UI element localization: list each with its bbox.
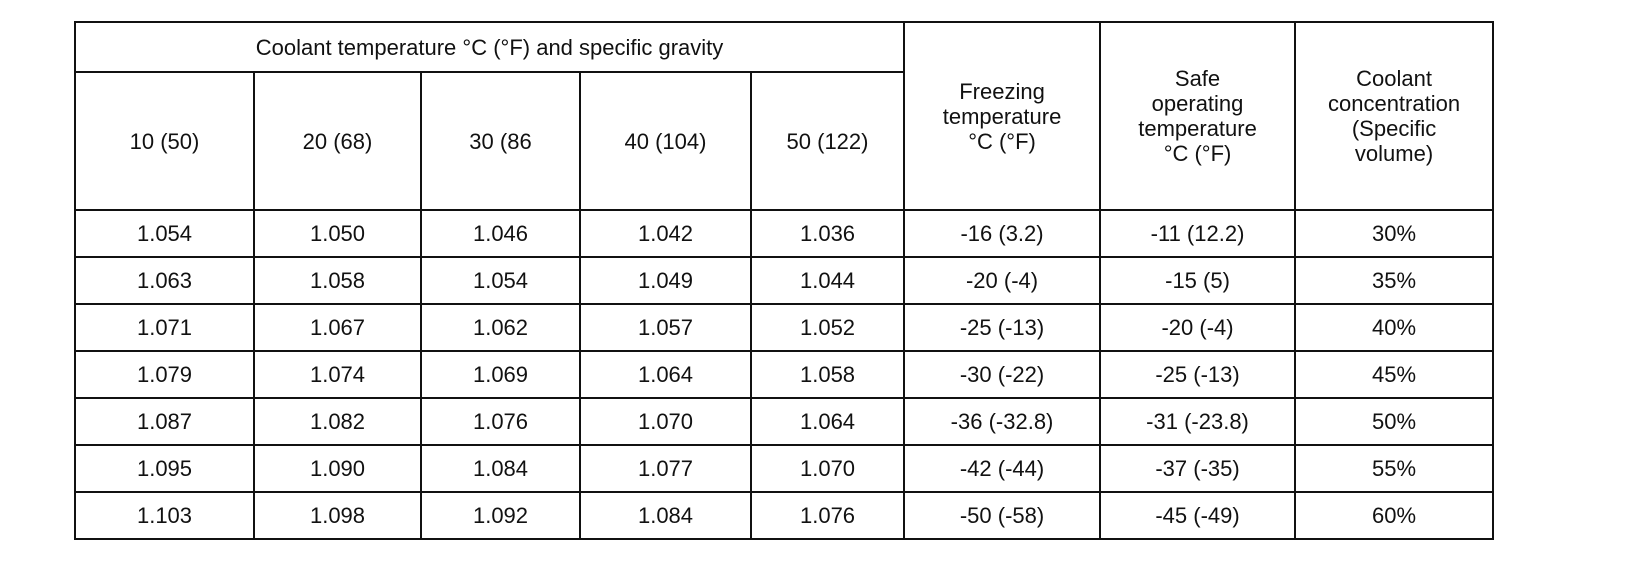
table-cell: 1.036 (749, 209, 906, 258)
table-cell: 50% (1294, 397, 1495, 446)
table-cell: -42 (-44) (903, 444, 1102, 493)
column-header: Freezing temperature °C (°F) (903, 21, 1102, 211)
table-cell: -45 (-49) (1099, 491, 1297, 540)
table-cell: -31 (-23.8) (1099, 397, 1297, 446)
table-row: 1.054 1.050 1.046 1.042 1.036 -16 (3.2) -11 (1… (74, 209, 1495, 258)
table-cell: 1.064 (749, 397, 906, 446)
table-cell: -20 (-4) (903, 256, 1102, 305)
table-body: 1.054 1.050 1.046 1.042 1.036 -16 (3.2) -11 (1… (74, 209, 1495, 540)
table-cell: 1.070 (749, 444, 906, 493)
table-cell: 1.084 (579, 491, 752, 540)
group-header: Coolant temperature °C (°F) and specific… (73, 21, 906, 73)
table-cell: 40% (1294, 303, 1495, 352)
table-cell: -36 (-32.8) (903, 397, 1102, 446)
table-cell: 1.058 (749, 350, 906, 399)
column-header: Coolant concentration (Specific volume) (1294, 21, 1495, 211)
table-cell: 1.067 (253, 303, 422, 352)
table-cell: 1.042 (579, 209, 752, 258)
table-cell: -11 (12.2) (1099, 209, 1297, 258)
column-header: 40 (104) (579, 71, 752, 211)
table-cell: 1.084 (420, 444, 581, 493)
column-header: 10 (50) (74, 71, 255, 211)
table-cell: 45% (1294, 350, 1495, 399)
table-cell: 1.064 (579, 350, 752, 399)
table-cell: 1.095 (74, 444, 255, 493)
table-cell: 60% (1294, 491, 1495, 540)
table-cell: 1.071 (74, 303, 255, 352)
table-row: 1.087 1.082 1.076 1.070 1.064 -36 (-32.8) -31 … (74, 397, 1495, 446)
table-cell: 1.090 (253, 444, 422, 493)
table-cell: -16 (3.2) (903, 209, 1102, 258)
table-cell: 1.076 (749, 491, 906, 540)
table-cell: 1.087 (74, 397, 255, 446)
table-cell: 1.092 (420, 491, 581, 540)
table-cell: 1.079 (74, 350, 255, 399)
table-cell: 1.062 (420, 303, 581, 352)
table-cell: -25 (-13) (903, 303, 1102, 352)
table-cell: 1.076 (420, 397, 581, 446)
table-cell: 1.049 (579, 256, 752, 305)
column-header: Safe operating temperature °C (°F) (1099, 21, 1297, 211)
table-row: 1.095 1.090 1.084 1.077 1.070 -42 (-44) -37 (-… (74, 444, 1495, 493)
table-cell: 1.103 (74, 491, 255, 540)
table-cell: 1.057 (579, 303, 752, 352)
table-cell: -20 (-4) (1099, 303, 1297, 352)
table-cell: 1.077 (579, 444, 752, 493)
table-row: 1.079 1.074 1.069 1.064 1.058 -30 (-22) -25 (-… (74, 350, 1495, 399)
table-cell: 1.050 (253, 209, 422, 258)
column-header: 20 (68) (253, 71, 422, 211)
table-cell: 1.098 (253, 491, 422, 540)
header-row: 10 (50) 20 (68) 30 (86 40 (104) 50 (122) (74, 71, 1493, 211)
table-cell: -15 (5) (1099, 256, 1297, 305)
table-cell: 1.054 (420, 256, 581, 305)
column-header: 50 (122) (749, 71, 906, 211)
table-row: 1.063 1.058 1.054 1.049 1.044 -20 (-4) -15 (5)… (74, 256, 1495, 305)
table-cell: 35% (1294, 256, 1495, 305)
table-cell: -25 (-13) (1099, 350, 1297, 399)
table-cell: 1.074 (253, 350, 422, 399)
table-cell: 1.044 (749, 256, 906, 305)
column-header: 30 (86 (420, 71, 581, 211)
table-cell: -50 (-58) (903, 491, 1102, 540)
header-row: Coolant temperature °C (°F) and specific… (73, 21, 1495, 211)
table-cell: 1.082 (253, 397, 422, 446)
table-cell: -37 (-35) (1099, 444, 1297, 493)
table-cell: 1.070 (579, 397, 752, 446)
table-cell: 55% (1294, 444, 1495, 493)
table-row: 1.103 1.098 1.092 1.084 1.076 -50 (-58) -45 (-… (74, 491, 1495, 540)
table-cell: 1.052 (749, 303, 906, 352)
table-cell: 30% (1294, 209, 1495, 258)
coolant-table: Coolant temperature °C (°F) and specific… (73, 21, 1495, 540)
table-cell: 1.054 (74, 209, 255, 258)
table-cell: -30 (-22) (903, 350, 1102, 399)
table-cell: 1.069 (420, 350, 581, 399)
table-row: 1.071 1.067 1.062 1.057 1.052 -25 (-13) -20 (-… (74, 303, 1495, 352)
table-cell: 1.058 (253, 256, 422, 305)
table-cell: 1.046 (420, 209, 581, 258)
table-head: Coolant temperature °C (°F) and specific… (73, 21, 1495, 211)
table-cell: 1.063 (74, 256, 255, 305)
